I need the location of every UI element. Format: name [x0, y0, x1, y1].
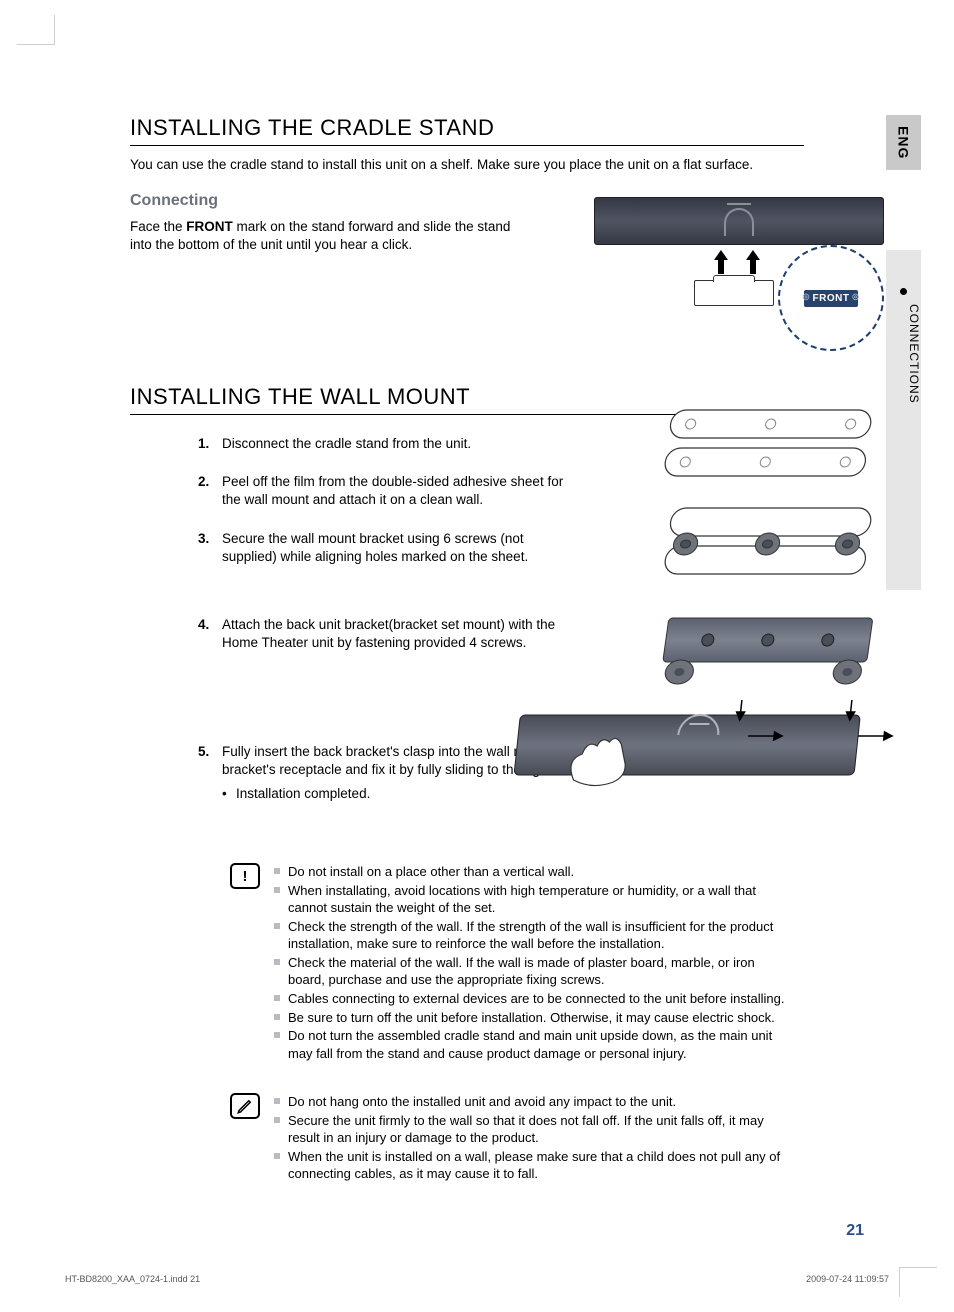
- footer-timestamp: 2009-07-24 11:09:57: [806, 1274, 889, 1284]
- note-item: Cables connecting to external devices ar…: [274, 990, 794, 1008]
- connecting-body: Face the FRONT mark on the stand forward…: [130, 218, 530, 254]
- step-item: 2.Peel off the film from the double-side…: [198, 473, 578, 509]
- wall-fig-slide: [494, 680, 894, 810]
- front-label: FRONT: [804, 290, 859, 307]
- arrows-up: [714, 250, 760, 274]
- warn-list: Do not hang onto the installed unit and …: [274, 1093, 794, 1184]
- step-item: 3.Secure the wall mount bracket using 6 …: [198, 530, 578, 566]
- cradle-intro: You can use the cradle stand to install …: [130, 156, 804, 174]
- arrow-up-icon: [714, 250, 728, 274]
- wall-figures-column: [654, 400, 894, 694]
- note-item: Do not install on a place other than a v…: [274, 863, 794, 881]
- caution-block: ! Do not install on a place other than a…: [230, 863, 794, 1063]
- arrow-up-icon: [746, 250, 760, 274]
- note-item: Check the material of the wall. If the w…: [274, 954, 794, 989]
- footer-filename: HT-BD8200_XAA_0724-1.indd 21: [65, 1274, 200, 1284]
- step-item: 1.Disconnect the cradle stand from the u…: [198, 435, 578, 453]
- page-content: ENG CONNECTIONS INSTALLING THE CRADLE ST…: [55, 40, 899, 1272]
- note-item: Do not hang onto the installed unit and …: [274, 1093, 794, 1111]
- language-label: ENG: [896, 126, 912, 159]
- wall-fig-sheet: [654, 400, 894, 490]
- crop-mark-tl: [17, 15, 55, 45]
- note-item: Secure the unit firmly to the wall so th…: [274, 1112, 794, 1147]
- crop-mark-br: [899, 1267, 937, 1297]
- note-item: When the unit is installed on a wall, pl…: [274, 1148, 794, 1183]
- step-item: 4.Attach the back unit bracket(bracket s…: [198, 616, 578, 652]
- cradle-figure: FRONT: [594, 190, 894, 360]
- cradle-heading: INSTALLING THE CRADLE STAND: [130, 115, 804, 146]
- wall-fig-bracket: [654, 498, 894, 588]
- note-item: Be sure to turn off the unit before inst…: [274, 1009, 794, 1027]
- warn-block: Do not hang onto the installed unit and …: [230, 1093, 794, 1184]
- soundbar-illustration: [594, 197, 884, 245]
- section-bullet-icon: [900, 288, 907, 295]
- caution-icon: !: [230, 863, 260, 889]
- page-number: 21: [846, 1222, 864, 1240]
- zoom-circle: FRONT: [778, 245, 884, 351]
- note-item: Do not turn the assembled cradle stand a…: [274, 1027, 794, 1062]
- note-pencil-icon: [230, 1093, 260, 1119]
- note-item: When installating, avoid locations with …: [274, 882, 794, 917]
- stand-base-illustration: [694, 280, 774, 306]
- caution-list: Do not install on a place other than a v…: [274, 863, 794, 1063]
- wall-fig-unit: [654, 596, 894, 686]
- language-tab: ENG: [886, 115, 921, 170]
- note-item: Check the strength of the wall. If the s…: [274, 918, 794, 953]
